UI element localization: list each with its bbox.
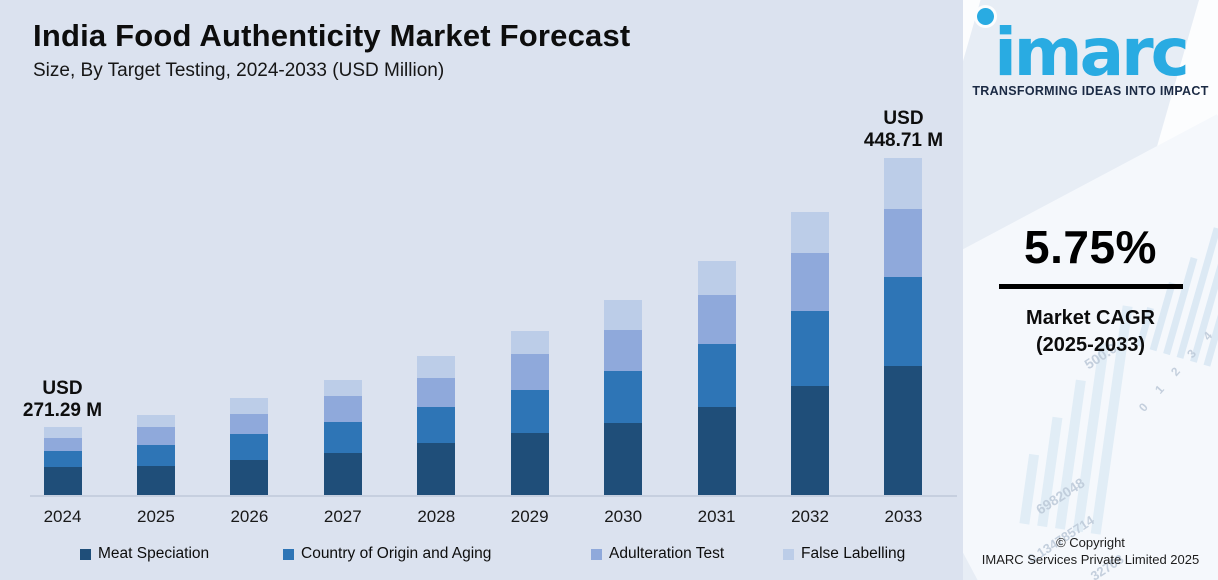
bar-segment-adulteration-test — [323, 396, 362, 422]
plot-area: USD 271.29 M USD 448.71 M 2024 2025 2026 20… — [23, 100, 957, 526]
bar-segment-false-labelling — [697, 261, 736, 295]
legend-item-adulteration-test: Adulteration Test — [591, 545, 724, 563]
data-label-2033: USD 448.71 M — [864, 108, 943, 152]
bar-segment-country-of-origin-and-aging — [604, 371, 643, 423]
legend-label: Meat Speciation — [98, 545, 210, 562]
bar-segment-adulteration-test — [417, 378, 456, 407]
data-label-line: USD — [42, 378, 83, 399]
legend-label: Country of Origin and Aging — [301, 545, 492, 562]
bar-segment-adulteration-test — [697, 295, 736, 344]
bar-segment-adulteration-test — [791, 253, 830, 311]
x-axis-label-2024: 2024 — [43, 507, 82, 526]
bar-2026 — [230, 398, 269, 495]
bar-segment-meat-speciation — [230, 460, 269, 495]
chart-subtitle: Size, By Target Testing, 2024-2033 (USD … — [33, 60, 445, 81]
x-axis-label-2033: 2033 — [884, 507, 923, 526]
copyright: © Copyright IMARC Services Private Limit… — [963, 534, 1218, 568]
bar-2032 — [791, 212, 830, 495]
bar-segment-country-of-origin-and-aging — [884, 277, 923, 366]
x-axis-label-2030: 2030 — [604, 507, 643, 526]
bar-segment-adulteration-test — [884, 209, 923, 277]
bar-segment-false-labelling — [43, 427, 82, 438]
x-axis-label-2032: 2032 — [791, 507, 829, 526]
bar-segment-false-labelling — [323, 380, 362, 396]
bar-segment-country-of-origin-and-aging — [791, 311, 830, 386]
legend-swatch-country-of-origin-and-aging — [283, 548, 294, 560]
bar-segment-country-of-origin-and-aging — [323, 422, 362, 453]
bar-segment-meat-speciation — [791, 386, 830, 495]
bar-2025 — [136, 415, 175, 495]
bar-segment-adulteration-test — [43, 438, 82, 451]
bar-segment-false-labelling — [884, 158, 923, 209]
x-axis-label-2029: 2029 — [510, 507, 549, 526]
bar-segment-false-labelling — [136, 415, 175, 427]
data-label-line: USD — [883, 108, 924, 129]
bar-segment-adulteration-test — [136, 427, 175, 445]
legend-item-meat-speciation: Meat Speciation — [80, 545, 209, 563]
bar-segment-meat-speciation — [136, 466, 175, 495]
legend-label: False Labelling — [801, 545, 906, 562]
bar-2029 — [510, 331, 549, 495]
legend-swatch-false-labelling — [783, 548, 794, 560]
bar-2027 — [323, 380, 362, 495]
cagr-block: 5.75% Market CAGR (2025-2033) — [963, 220, 1218, 359]
legend-swatch-adulteration-test — [591, 548, 602, 560]
bar-segment-meat-speciation — [697, 407, 736, 495]
x-axis-label-2031: 2031 — [697, 507, 736, 526]
logo-dot-icon — [977, 8, 994, 25]
x-axis-label-2025: 2025 — [137, 507, 175, 526]
imarc-logo: imarc — [994, 14, 1190, 91]
bar-segment-country-of-origin-and-aging — [230, 434, 269, 460]
cagr-label-line1: Market CAGR — [1026, 307, 1155, 329]
data-label-line: 271.29 M — [22, 400, 103, 421]
bar-segment-country-of-origin-and-aging — [136, 445, 175, 466]
bar-segment-country-of-origin-and-aging — [697, 344, 736, 407]
bar-segment-false-labelling — [604, 300, 643, 330]
bar-2024 — [43, 427, 82, 495]
copyright-line1: © Copyright — [1056, 535, 1125, 550]
bar-segment-country-of-origin-and-aging — [510, 390, 549, 433]
chart-title: India Food Authenticity Market Forecast — [33, 18, 631, 53]
legend-swatch-meat-speciation — [80, 548, 91, 560]
cagr-value: 5.75% — [1024, 221, 1157, 273]
imarc-logo-block: imarc TRANSFORMING IDEAS INTO IMPACT — [963, 0, 1218, 120]
bar-segment-adulteration-test — [230, 414, 269, 434]
chart-panel: India Food Authenticity Market Forecast … — [0, 0, 963, 580]
bar-segment-meat-speciation — [510, 433, 549, 495]
bar-segment-meat-speciation — [43, 467, 82, 495]
bar-segment-false-labelling — [510, 331, 549, 354]
brand-sidebar: 500.0 6982048 0.134785714 32768 0 1 2 3 … — [963, 0, 1218, 580]
data-label-2024: USD 271.29 M — [23, 378, 102, 422]
x-axis-label-2026: 2026 — [230, 507, 269, 526]
bar-segment-false-labelling — [791, 212, 830, 253]
bar-2028 — [417, 356, 456, 495]
bar-segment-false-labelling — [230, 398, 269, 414]
bar-segment-meat-speciation — [323, 453, 362, 495]
x-axis-label-2027: 2027 — [323, 507, 362, 526]
legend-item-false-labelling: False Labelling — [783, 545, 905, 563]
cagr-label-line2: (2025-2033) — [1036, 334, 1145, 356]
bar-segment-meat-speciation — [884, 366, 923, 495]
bar-2030 — [604, 300, 643, 495]
logo-tagline: TRANSFORMING IDEAS INTO IMPACT — [972, 84, 1209, 98]
bar-segment-meat-speciation — [604, 423, 643, 495]
cagr-underline — [998, 284, 1183, 289]
legend-item-country-of-origin-and-aging: Country of Origin and Aging — [283, 545, 491, 563]
bar-segment-meat-speciation — [417, 443, 456, 495]
data-label-line: 448.71 M — [863, 130, 944, 151]
legend-label: Adulteration Test — [609, 545, 725, 562]
bar-segment-adulteration-test — [510, 354, 549, 390]
bar-segment-country-of-origin-and-aging — [43, 451, 82, 467]
bar-2031 — [697, 261, 736, 495]
bar-segment-country-of-origin-and-aging — [417, 407, 456, 443]
x-axis-label-2028: 2028 — [417, 507, 456, 526]
copyright-line2: IMARC Services Private Limited 2025 — [981, 552, 1200, 567]
bar-segment-false-labelling — [417, 356, 456, 378]
bar-2033 — [884, 158, 923, 495]
bar-segment-adulteration-test — [604, 330, 643, 371]
